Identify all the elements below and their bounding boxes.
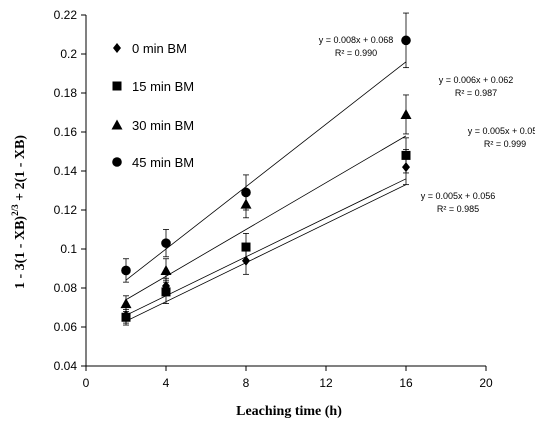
r2-label: R² = 0.990 xyxy=(335,48,377,58)
legend-label: 0 min BM xyxy=(132,41,187,56)
r2-label: R² = 0.999 xyxy=(484,139,526,149)
x-tick-label: 8 xyxy=(243,376,250,390)
data-point xyxy=(160,264,172,275)
equation-label: y = 0.005x + 0.053 xyxy=(468,126,535,136)
y-tick-label: 0.1 xyxy=(60,242,77,256)
y-tick-label: 0.14 xyxy=(54,164,78,178)
x-tick-label: 16 xyxy=(399,376,413,390)
y-axis-title-main: 1 - 3(1 - XB) xyxy=(13,216,28,289)
y-tick-label: 0.06 xyxy=(54,320,78,334)
fit-line xyxy=(125,178,407,316)
legend-label: 45 min BM xyxy=(132,155,194,170)
data-point xyxy=(401,150,411,160)
fit-lines xyxy=(125,61,407,322)
y-tick-label: 0.04 xyxy=(54,359,78,373)
equation-label: y = 0.005x + 0.056 xyxy=(421,191,496,201)
x-tick-label: 20 xyxy=(479,376,493,390)
legend-label: 15 min BM xyxy=(132,79,194,94)
y-axis-title-tail: + 2(1 - XB) xyxy=(13,135,28,205)
data-point xyxy=(241,187,251,198)
equation-label: y = 0.006x + 0.062 xyxy=(439,75,514,85)
data-point xyxy=(402,162,410,173)
x-axis-title: Leaching time (h) xyxy=(236,404,342,419)
equation-label: y = 0.008x + 0.068 xyxy=(319,35,394,45)
equation-annotations: y = 0.005x + 0.056 R² = 0.985 y = 0.005x +… xyxy=(319,35,535,214)
fit-line xyxy=(125,184,407,322)
y-tick-label: 0.08 xyxy=(54,281,78,295)
legend-marker xyxy=(112,81,122,91)
data-point xyxy=(121,312,131,322)
fit-line xyxy=(125,61,407,281)
legend-marker xyxy=(113,43,121,53)
legend: 0 min BM 15 min BM 30 min BM 45 min BM xyxy=(111,41,194,170)
fit-line xyxy=(125,135,407,301)
data-point xyxy=(161,238,171,248)
data-point xyxy=(400,108,412,119)
x-tick-label: 4 xyxy=(163,376,170,390)
legend-marker xyxy=(112,157,122,167)
tick-labels: 0.04 0.06 0.08 0.1 0.12 0.14 0.16 0.18 0.2 0.22 0 4… xyxy=(54,8,493,390)
data-points xyxy=(120,35,412,322)
x-tick-label: 12 xyxy=(319,376,333,390)
r2-label: R² = 0.985 xyxy=(437,204,479,214)
data-point xyxy=(120,298,132,309)
data-point xyxy=(241,242,251,252)
x-tick-label: 0 xyxy=(83,376,90,390)
data-point xyxy=(401,35,411,46)
y-tick-label: 0.18 xyxy=(54,86,78,100)
y-tick-label: 0.22 xyxy=(54,8,78,22)
data-point xyxy=(161,287,171,297)
legend-label: 30 min BM xyxy=(132,118,194,133)
data-point xyxy=(121,265,131,276)
legend-marker xyxy=(111,119,123,130)
y-tick-label: 0.12 xyxy=(54,203,78,217)
axes xyxy=(81,14,487,371)
data-point xyxy=(242,255,250,266)
y-tick-label: 0.16 xyxy=(54,125,78,139)
y-axis-title-exponent: 2/3 xyxy=(10,204,20,216)
data-point xyxy=(240,198,252,209)
r2-label: R² = 0.987 xyxy=(455,88,497,98)
y-tick-label: 0.2 xyxy=(60,47,77,61)
y-axis-title: 1 - 3(1 - XB)2/3 + 2(1 - XB) xyxy=(10,135,28,289)
